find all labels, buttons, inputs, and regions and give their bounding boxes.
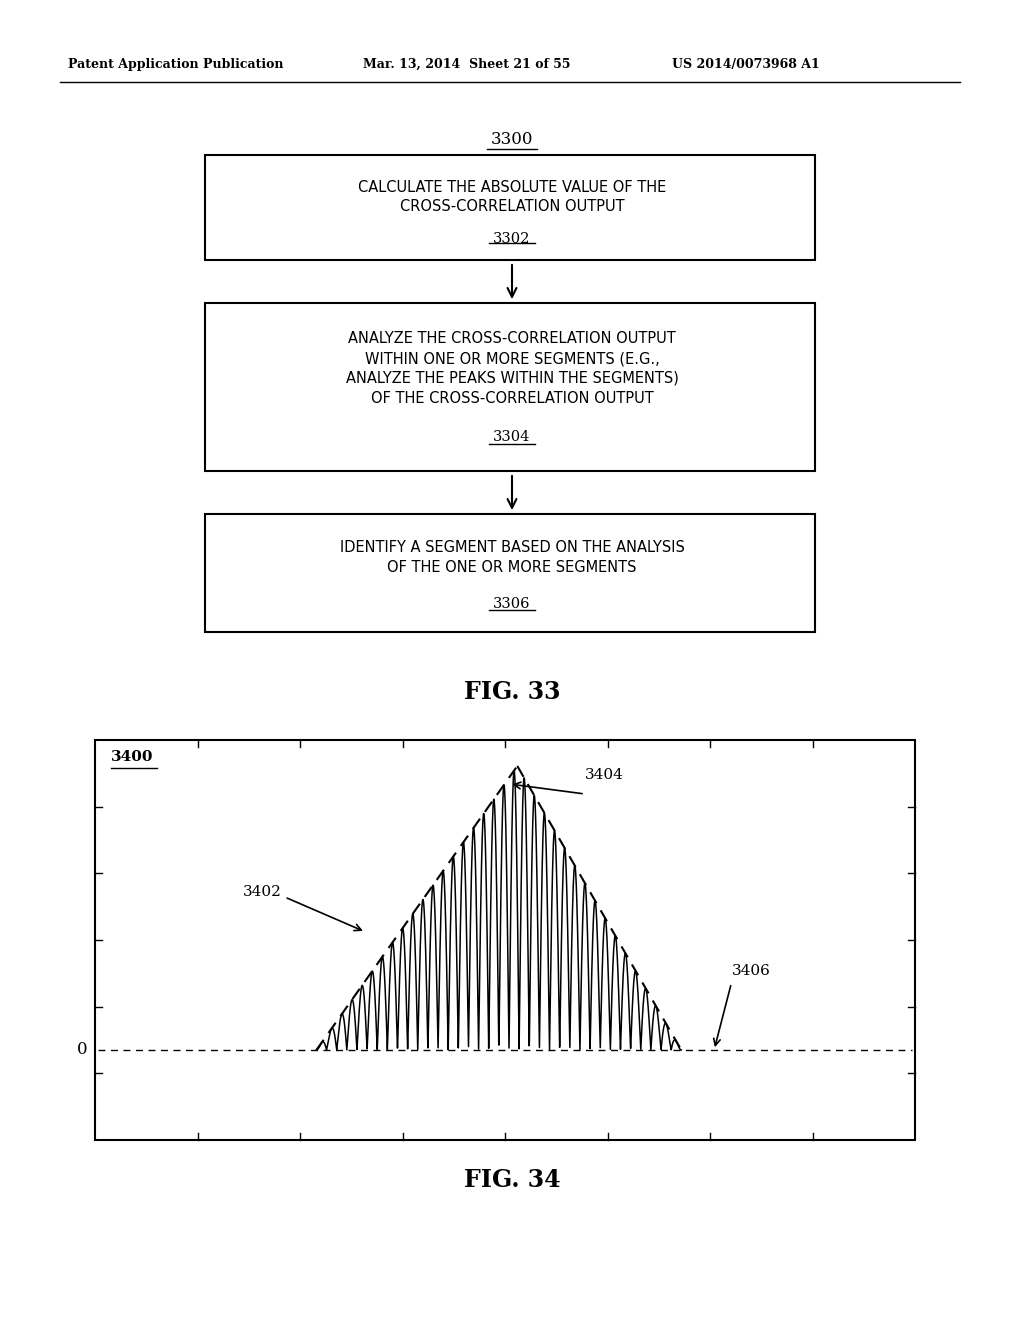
Text: US 2014/0073968 A1: US 2014/0073968 A1 xyxy=(672,58,820,71)
Text: ANALYZE THE CROSS-CORRELATION OUTPUT
WITHIN ONE OR MORE SEGMENTS (E.G.,
ANALYZE : ANALYZE THE CROSS-CORRELATION OUTPUT WIT… xyxy=(345,331,679,405)
Bar xyxy=(205,154,815,260)
Bar xyxy=(205,513,815,632)
Text: 3400: 3400 xyxy=(111,750,154,764)
Text: 3304: 3304 xyxy=(494,430,530,445)
Text: 3306: 3306 xyxy=(494,597,530,611)
Text: FIG. 33: FIG. 33 xyxy=(464,680,560,704)
Text: 3406: 3406 xyxy=(731,964,770,978)
Bar xyxy=(95,741,915,1140)
Text: FIG. 34: FIG. 34 xyxy=(464,1168,560,1192)
Text: 3404: 3404 xyxy=(585,768,624,781)
Text: CALCULATE THE ABSOLUTE VALUE OF THE
CROSS-CORRELATION OUTPUT: CALCULATE THE ABSOLUTE VALUE OF THE CROS… xyxy=(357,180,667,214)
Text: 3302: 3302 xyxy=(494,232,530,246)
Text: Patent Application Publication: Patent Application Publication xyxy=(68,58,284,71)
Text: 3402: 3402 xyxy=(243,884,282,899)
Text: 3300: 3300 xyxy=(490,131,534,148)
Text: Mar. 13, 2014  Sheet 21 of 55: Mar. 13, 2014 Sheet 21 of 55 xyxy=(362,58,570,71)
Bar xyxy=(205,304,815,471)
Text: 0: 0 xyxy=(77,1041,87,1059)
Text: IDENTIFY A SEGMENT BASED ON THE ANALYSIS
OF THE ONE OR MORE SEGMENTS: IDENTIFY A SEGMENT BASED ON THE ANALYSIS… xyxy=(340,540,684,576)
